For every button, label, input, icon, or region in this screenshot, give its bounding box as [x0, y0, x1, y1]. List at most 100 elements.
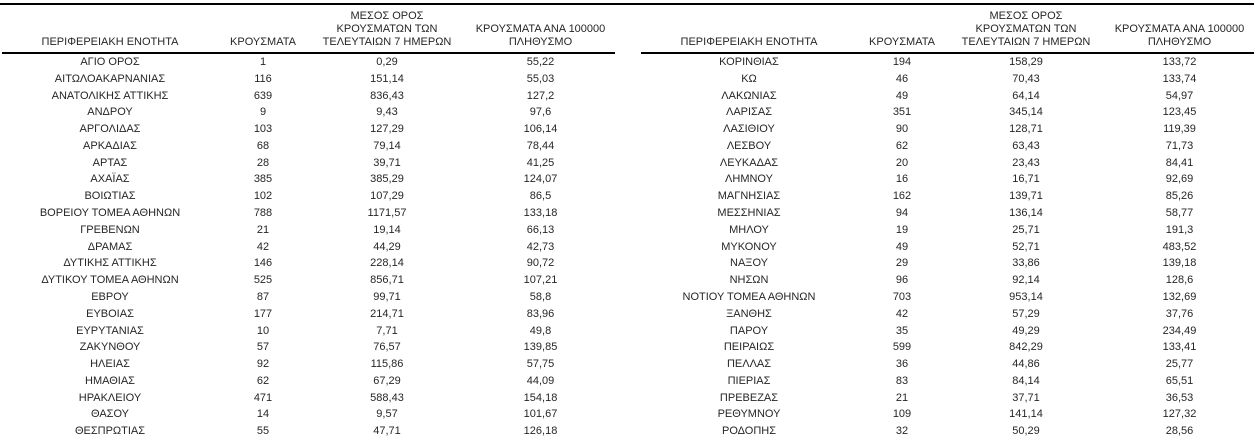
- cases-cell: 194: [892, 56, 912, 68]
- region-cell: ΕΒΡΟΥ: [91, 290, 129, 303]
- cases-cell: 20: [895, 156, 909, 169]
- cases-cell: 32: [895, 425, 909, 438]
- cases-cell: 146: [253, 257, 273, 270]
- per100k-cell: 84,41: [1165, 156, 1194, 169]
- table-row: ΔΡΑΜΑΣ 42 44,29 42,73: [2, 239, 615, 256]
- avg7-cell: 37,71: [1012, 391, 1040, 404]
- region-cell: ΑΡΓΟΛΙΔΑΣ: [79, 123, 141, 136]
- cases-cell: 16: [895, 173, 909, 186]
- table-row: ΜΥΚΟΝΟΥ 49 52,71 483,52: [641, 239, 1254, 256]
- avg7-cell: 44,29: [373, 240, 401, 253]
- per100k-cell: 25,77: [1165, 358, 1194, 371]
- regional-table-right: ΠΕΡΙΦΕΡΕΙΑΚΗ ΕΝΟΤΗΤΑ ΚΡΟΥΣΜΑΤΑ ΜΕΣΟΣ ΟΡΟ…: [641, 5, 1254, 440]
- per100k-cell: 133,18: [523, 207, 558, 220]
- table-row: ΗΜΑΘΙΑΣ 62 67,29 44,09: [2, 373, 615, 390]
- table-row: ΠΙΕΡΙΑΣ 83 84,14 65,51: [641, 373, 1254, 390]
- table-top-border: [0, 3, 1254, 5]
- per100k-cell: 85,26: [1165, 190, 1194, 203]
- region-cell: ΕΥΒΟΙΑΣ: [86, 307, 134, 320]
- region-cell: ΠΑΡΟΥ: [729, 324, 769, 337]
- table-row: ΔΥΤΙΚΗΣ ΑΤΤΙΚΗΣ 146 228,14 90,72: [2, 255, 615, 272]
- avg7-cell: 953,14: [1009, 290, 1043, 303]
- per100k-cell: 90,72: [526, 257, 555, 270]
- avg7-cell: 50,29: [1012, 425, 1040, 438]
- per100k-cell: 92,69: [1165, 173, 1194, 186]
- avg7-cell: 25,71: [1012, 223, 1040, 236]
- table-row: ΞΑΝΘΗΣ 42 57,29 37,76: [641, 306, 1254, 323]
- cases-cell: 639: [253, 89, 273, 102]
- table-row: ΛΕΥΚΑΔΑΣ 20 23,43 84,41: [641, 155, 1254, 172]
- cases-cell: 21: [895, 391, 909, 404]
- col-header-cases: ΚΡΟΥΣΜΑΤΑ: [218, 5, 308, 54]
- region-cell: ΖΑΚΥΝΘΟΥ: [79, 341, 141, 354]
- table-row: ΑΓΙΟ ΟΡΟΣ 1 0,29 55,22: [2, 53, 615, 71]
- per100k-cell: 66,13: [526, 223, 555, 236]
- cases-cell: 703: [892, 290, 912, 303]
- cases-cell: 525: [253, 274, 273, 287]
- avg7-cell: 9,57: [376, 408, 398, 421]
- cases-cell: 599: [892, 341, 912, 354]
- header-row: ΠΕΡΙΦΕΡΕΙΑΚΗ ΕΝΟΤΗΤΑ ΚΡΟΥΣΜΑΤΑ ΜΕΣΟΣ ΟΡΟ…: [2, 5, 615, 54]
- table-row: ΚΟΡΙΝΘΙΑΣ 194 158,29 133,72: [641, 53, 1254, 71]
- per100k-cell: 139,18: [1162, 257, 1197, 270]
- col-header-per100k: ΚΡΟΥΣΜΑΤΑ ΑΝΑ 100000 ΠΛΗΘΥΣΜΟ: [466, 5, 615, 54]
- table-body-right: ΚΟΡΙΝΘΙΑΣ 194 158,29 133,72 ΚΩ 46 70,43 133,74 Λ…: [641, 53, 1254, 440]
- cases-cell: 1: [259, 56, 267, 68]
- table-row: ΑΧΑΪΑΣ 385 385,29 124,07: [2, 171, 615, 188]
- col-header-region: ΠΕΡΙΦΕΡΕΙΑΚΗ ΕΝΟΤΗΤΑ: [2, 5, 218, 54]
- region-cell: ΞΑΝΘΗΣ: [726, 307, 772, 320]
- avg7-cell: 70,43: [1012, 72, 1040, 85]
- cases-cell: 42: [895, 307, 909, 320]
- avg7-cell: 107,29: [370, 190, 404, 203]
- region-cell: ΚΟΡΙΝΘΙΑΣ: [719, 56, 779, 68]
- region-cell: ΠΕΙΡΑΙΩΣ: [723, 341, 775, 354]
- cases-cell: 55: [256, 425, 270, 438]
- region-cell: ΜΥΚΟΝΟΥ: [721, 240, 777, 253]
- cases-cell: 10: [256, 324, 270, 337]
- per100k-cell: 234,49: [1162, 324, 1197, 337]
- avg7-cell: 115,86: [370, 358, 404, 371]
- col-header-per100k: ΚΡΟΥΣΜΑΤΑ ΑΝΑ 100000 ΠΛΗΘΥΣΜΟ: [1105, 5, 1254, 54]
- cases-cell: 68: [256, 139, 270, 152]
- per100k-cell: 133,72: [1162, 56, 1197, 68]
- table-row: ΕΥΡΥΤΑΝΙΑΣ 10 7,71 49,8: [2, 323, 615, 340]
- per100k-cell: 78,44: [526, 139, 555, 152]
- region-cell: ΑΙΤΩΛΟΑΚΑΡΝΑΝΙΑΣ: [54, 72, 166, 85]
- table-row: ΕΒΡΟΥ 87 99,71 58,8: [2, 289, 615, 306]
- cases-cell: 19: [895, 223, 909, 236]
- per100k-cell: 44,09: [526, 374, 555, 387]
- cases-cell: 14: [256, 408, 270, 421]
- per100k-cell: 65,51: [1165, 374, 1194, 387]
- avg7-cell: 139,71: [1009, 190, 1043, 203]
- region-cell: ΠΙΕΡΙΑΣ: [727, 374, 771, 387]
- avg7-cell: 44,86: [1012, 358, 1040, 371]
- cases-cell: 28: [256, 156, 270, 169]
- cases-cell: 177: [253, 307, 273, 320]
- avg7-cell: 76,57: [373, 341, 401, 354]
- region-cell: ΒΟΡΕΙΟΥ ΤΟΜΕΑ ΑΘΗΝΩΝ: [39, 207, 181, 220]
- avg7-cell: 228,14: [370, 257, 404, 270]
- col-header-cases: ΚΡΟΥΣΜΑΤΑ: [857, 5, 947, 54]
- avg7-cell: 214,71: [370, 307, 404, 320]
- avg7-cell: 67,29: [373, 374, 401, 387]
- table-row: ΠΕΛΛΑΣ 36 44,86 25,77: [641, 356, 1254, 373]
- per100k-cell: 106,14: [523, 123, 558, 136]
- per100k-cell: 41,25: [526, 156, 555, 169]
- region-cell: ΑΝΔΡΟΥ: [87, 106, 133, 119]
- cases-cell: 62: [895, 139, 909, 152]
- cases-cell: 94: [895, 207, 909, 220]
- region-cell: ΡΟΔΟΠΗΣ: [721, 425, 777, 438]
- table-row: ΒΟΡΕΙΟΥ ΤΟΜΕΑ ΑΘΗΝΩΝ 788 1171,57 133,18: [2, 205, 615, 222]
- per100k-cell: 36,53: [1165, 391, 1194, 404]
- region-cell: ΠΡΕΒΕΖΑΣ: [719, 391, 779, 404]
- per100k-cell: 123,45: [1162, 106, 1197, 119]
- avg7-cell: 64,14: [1012, 89, 1040, 102]
- table-row: ΠΕΙΡΑΙΩΣ 599 842,29 133,41: [641, 339, 1254, 356]
- region-cell: ΘΑΣΟΥ: [90, 408, 130, 421]
- table-row: ΛΑΣΙΘΙΟΥ 90 128,71 119,39: [641, 121, 1254, 138]
- cases-cell: 96: [895, 274, 909, 287]
- table-row: ΜΗΛΟΥ 19 25,71 191,3: [641, 222, 1254, 239]
- region-cell: ΛΕΣΒΟΥ: [726, 139, 772, 152]
- avg7-cell: 588,43: [370, 391, 404, 404]
